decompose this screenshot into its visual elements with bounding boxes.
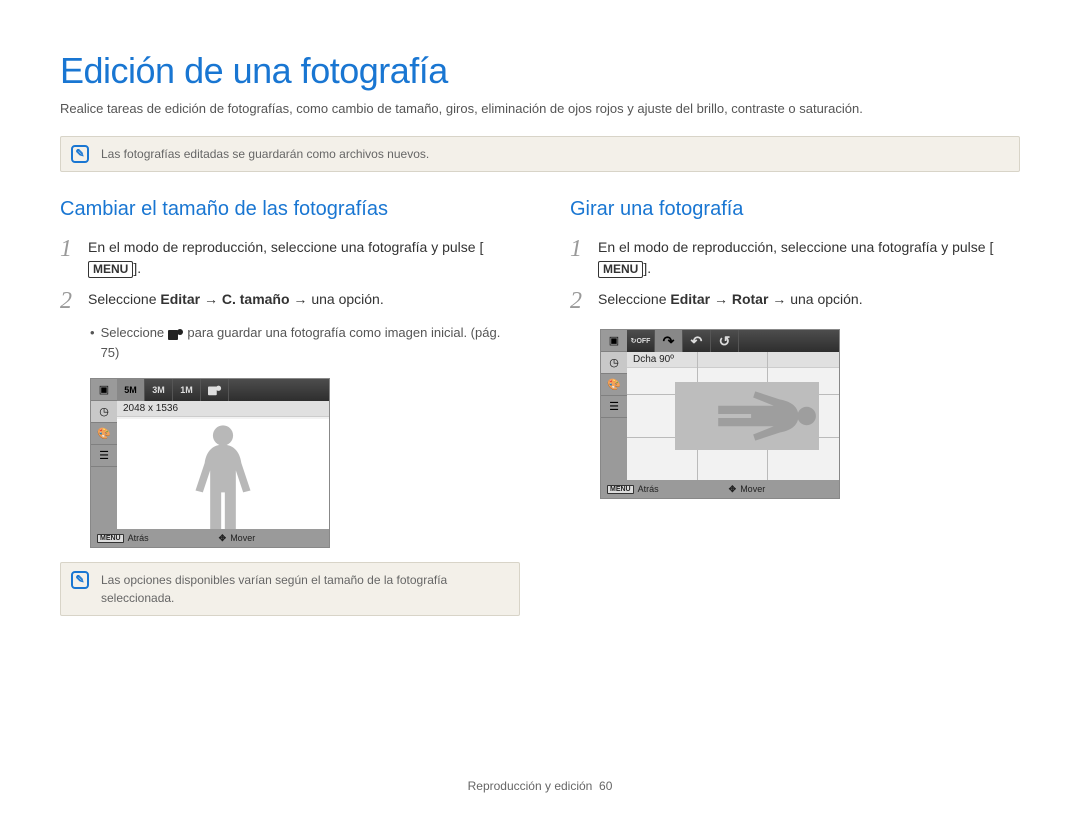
rotate-left-icon: ↶: [683, 330, 711, 352]
step-body: Seleccione Editar → C. tamaño → una opci…: [88, 289, 384, 310]
footer-back-label: Atrás: [128, 533, 149, 543]
footer-move: ✥ Mover: [729, 484, 766, 495]
step-2-left: 2 Seleccione Editar → C. tamaño → una op…: [60, 289, 520, 313]
start-image-icon: [168, 328, 184, 340]
step2-post: una opción.: [790, 291, 862, 307]
note-box-bottom: ✎ Las opciones disponibles varían según …: [60, 562, 520, 616]
lcd-footer: MENU Atrás ✥ Mover: [601, 480, 839, 498]
lcd-topbar: 5M 3M 1M: [117, 379, 329, 401]
footer-move-label: Mover: [740, 484, 765, 494]
side-icon-rotate: ◷: [601, 352, 627, 374]
side-icon-play: ▣: [601, 330, 627, 352]
side-icon-adjust: ☰: [601, 396, 627, 418]
footer-move: ✥ Mover: [219, 533, 256, 544]
top-size-5m: 5M: [117, 379, 145, 401]
step1-text-pre: En el modo de reproducción, seleccione u…: [598, 239, 993, 255]
dpad-icon: ✥: [219, 533, 227, 544]
top-size-3m: 3M: [145, 379, 173, 401]
step-1-right: 1 En el modo de reproducción, seleccione…: [570, 237, 1030, 279]
column-rotate: Girar una fotografía 1 En el modo de rep…: [570, 198, 1030, 642]
lcd-topbar: ↻OFF ↷ ↶ ↺: [627, 330, 839, 352]
person-silhouette-icon: [117, 419, 329, 529]
step-number: 1: [570, 237, 588, 261]
step2-b2: Rotar: [732, 291, 769, 307]
footer-back: MENU Atrás: [97, 533, 149, 543]
step2-a2: →: [768, 291, 790, 307]
footer-back: MENU Atrás: [607, 484, 659, 494]
note-text-bottom: Las opciones disponibles varían según el…: [101, 571, 509, 607]
step-body: En el modo de reproducción, seleccione u…: [598, 237, 1030, 279]
page-subtitle: Realice tareas de edición de fotografías…: [60, 100, 1020, 118]
note-icon: ✎: [71, 571, 89, 589]
rotate-180-icon: ↺: [711, 330, 739, 352]
section-title-resize: Cambiar el tamaño de las fotografías: [60, 198, 520, 221]
start-image-icon: [201, 379, 229, 401]
lcd-canvas: [627, 352, 839, 480]
footer-section: Reproducción y edición: [468, 779, 593, 793]
lcd-sidebar: ▣ ◷ 🎨 ☰: [91, 379, 117, 547]
lcd-canvas: [117, 419, 329, 529]
step-2-right: 2 Seleccione Editar → Rotar → una opción…: [570, 289, 1030, 313]
step2-post: una opción.: [311, 291, 383, 307]
side-icon-play: ▣: [91, 379, 117, 401]
menu-icon: MENU: [607, 485, 634, 494]
step2-a1: →: [710, 291, 732, 307]
rotate-off-icon: ↻OFF: [627, 330, 655, 352]
step1-text-pre: En el modo de reproducción, seleccione u…: [88, 239, 483, 255]
lcd-screenshot-resize: ▣ ◷ 🎨 ☰ 5M 3M 1M 2048 x 1536: [90, 378, 330, 548]
step2-pre: Seleccione: [88, 291, 160, 307]
step-body: Seleccione Editar → Rotar → una opción.: [598, 289, 863, 310]
step1-text-post: ].: [133, 260, 141, 276]
step-number: 1: [60, 237, 78, 261]
person-rotated-silhouette-icon: [675, 382, 819, 450]
dpad-icon: ✥: [729, 484, 737, 495]
footer-page-number: 60: [599, 779, 612, 793]
lcd-footer: MENU Atrás ✥ Mover: [91, 529, 329, 547]
page-title: Edición de una fotografía: [60, 50, 1020, 92]
note-icon: ✎: [71, 145, 89, 163]
step2-a2: →: [290, 291, 312, 307]
step1-text-post: ].: [643, 260, 651, 276]
rotate-right-icon: ↷: [655, 330, 683, 352]
section-title-rotate: Girar una fotografía: [570, 198, 1030, 221]
footer-move-label: Mover: [230, 533, 255, 543]
side-icon-adjust: ☰: [91, 445, 117, 467]
step-body: En el modo de reproducción, seleccione u…: [88, 237, 520, 279]
step2-b1: Editar: [160, 291, 200, 307]
menu-button-label: MENU: [88, 261, 133, 277]
note-text-top: Las fotografías editadas se guardarán co…: [101, 145, 429, 163]
step-number: 2: [570, 289, 588, 313]
off-label: OFF: [636, 338, 650, 345]
page-footer: Reproducción y edición 60: [0, 779, 1080, 793]
top-size-1m: 1M: [173, 379, 201, 401]
footer-back-label: Atrás: [638, 484, 659, 494]
step2-b2: C. tamaño: [222, 291, 290, 307]
step-number: 2: [60, 289, 78, 313]
lcd-sidebar: ▣ ◷ 🎨 ☰: [601, 330, 627, 498]
bullet-pre: Seleccione: [101, 325, 168, 340]
column-resize: Cambiar el tamaño de las fotografías 1 E…: [60, 198, 520, 642]
bullet-dot: •: [90, 323, 95, 362]
side-icon-palette: 🎨: [91, 423, 117, 445]
lcd-screenshot-rotate: ▣ ◷ 🎨 ☰ ↻OFF ↷ ↶ ↺ Dcha 90º: [600, 329, 840, 499]
sub-bullet-left: • Seleccione para guardar una fotografía…: [90, 323, 520, 362]
side-icon-palette: 🎨: [601, 374, 627, 396]
menu-icon: MENU: [97, 534, 124, 543]
side-icon-rotate: ◷: [91, 401, 117, 423]
step2-pre: Seleccione: [598, 291, 670, 307]
step2-b1: Editar: [670, 291, 710, 307]
step2-a1: →: [200, 291, 222, 307]
step-1-left: 1 En el modo de reproducción, seleccione…: [60, 237, 520, 279]
note-box-top: ✎ Las fotografías editadas se guardarán …: [60, 136, 1020, 172]
menu-button-label: MENU: [598, 261, 643, 277]
lcd-size-label: 2048 x 1536: [117, 401, 329, 417]
